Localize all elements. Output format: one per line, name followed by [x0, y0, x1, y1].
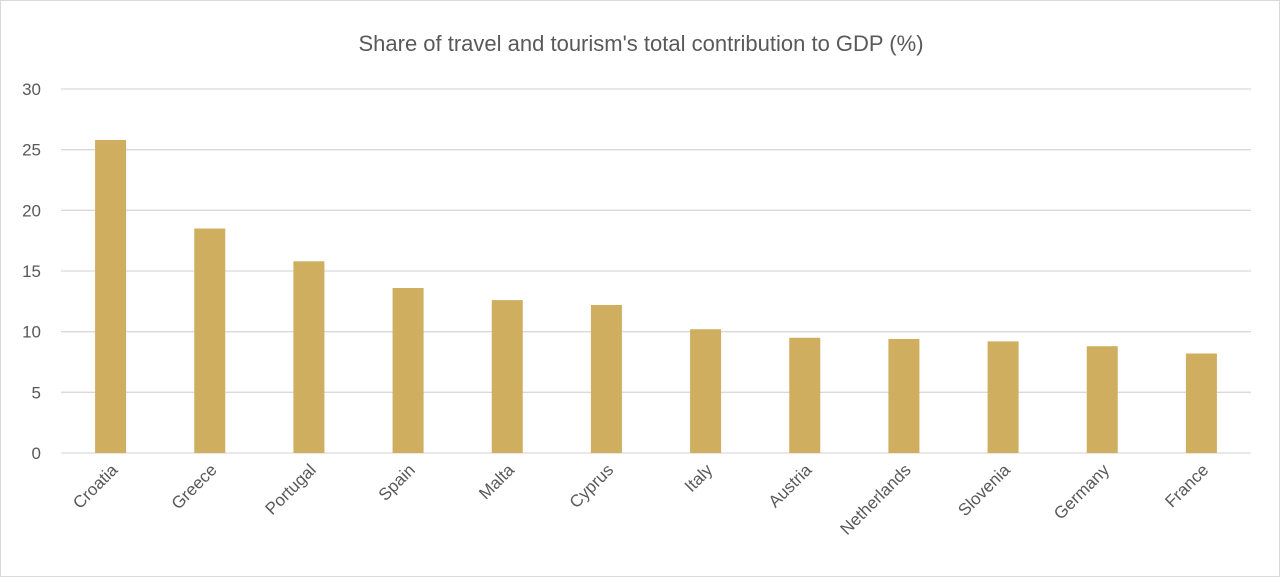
x-axis-ticks: Croatia Greece Portugal Spain Malta Cyprus Ita…: [69, 460, 1212, 539]
bar-greece: [194, 228, 226, 453]
x-tick-label: Netherlands: [836, 460, 914, 538]
x-tick-label: Cyprus: [566, 460, 618, 512]
x-tick-label: Spain: [375, 460, 419, 504]
x-tick-label: Germany: [1050, 460, 1113, 523]
bar-slovenia: [987, 341, 1019, 453]
chart-title: Share of travel and tourism's total cont…: [358, 31, 923, 56]
y-tick-label: 0: [32, 444, 41, 463]
x-tick-label: Austria: [765, 460, 816, 511]
bar-croatia: [95, 139, 127, 453]
x-tick-label: Italy: [681, 460, 717, 496]
y-tick-label: 25: [22, 141, 41, 160]
bar-france: [1185, 353, 1217, 453]
y-tick-label: 10: [22, 323, 41, 342]
x-tick-label: Croatia: [69, 460, 122, 513]
y-axis-ticks: 0 5 10 15 20 25 30: [22, 80, 41, 463]
y-tick-label: 30: [22, 80, 41, 99]
bar-spain: [392, 287, 424, 453]
bar-italy: [690, 329, 722, 453]
x-tick-label: France: [1161, 460, 1212, 511]
y-tick-label: 15: [22, 262, 41, 281]
y-tick-label: 20: [22, 201, 41, 220]
x-tick-label: Slovenia: [954, 460, 1014, 520]
bar-portugal: [293, 261, 325, 453]
x-tick-label: Portugal: [262, 460, 320, 518]
x-tick-label: Malta: [475, 460, 518, 503]
bars: [95, 139, 1217, 453]
bar-malta: [491, 300, 523, 453]
bar-germany: [1086, 346, 1118, 453]
bar-cyprus: [590, 304, 622, 453]
gridlines: [61, 88, 1251, 454]
y-tick-label: 5: [32, 383, 41, 402]
bar-austria: [789, 337, 821, 453]
bar-netherlands: [888, 338, 920, 453]
x-tick-label: Greece: [168, 460, 221, 513]
